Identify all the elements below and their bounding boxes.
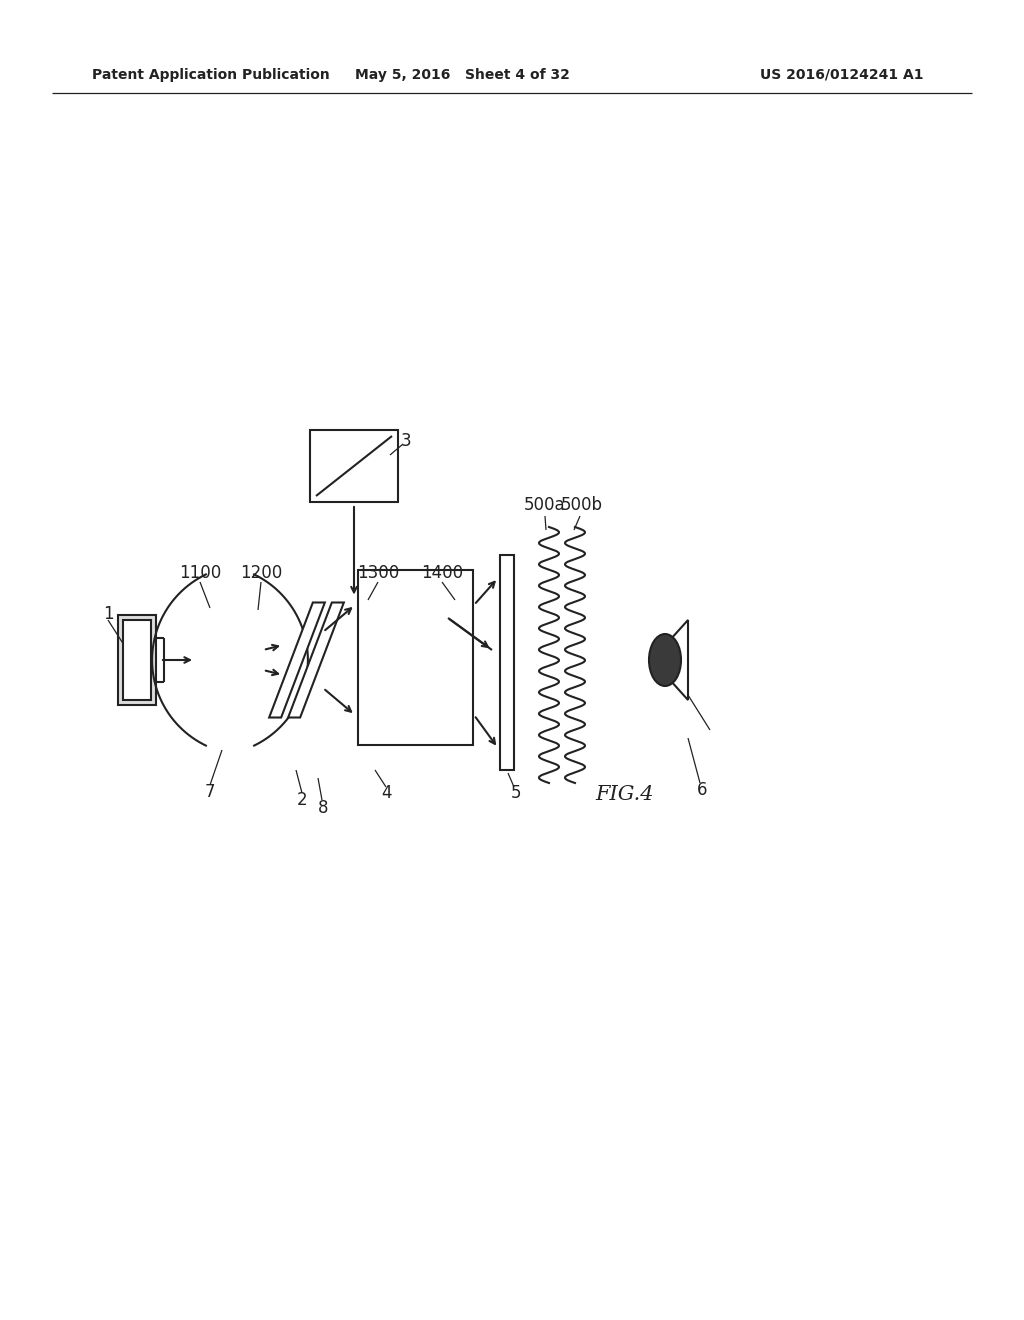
Text: 500a: 500a (524, 496, 566, 513)
Text: 500b: 500b (561, 496, 603, 513)
Polygon shape (153, 574, 308, 746)
Text: 5: 5 (511, 784, 521, 803)
Ellipse shape (649, 634, 681, 686)
Text: US 2016/0124241 A1: US 2016/0124241 A1 (760, 69, 924, 82)
Text: 7: 7 (205, 783, 215, 801)
Bar (358, 570, 473, 744)
Polygon shape (269, 602, 325, 718)
Text: 4: 4 (381, 784, 391, 803)
Text: 2: 2 (297, 791, 307, 809)
Text: 1: 1 (102, 605, 114, 623)
Text: 6: 6 (696, 781, 708, 799)
Text: FIG.4: FIG.4 (596, 785, 654, 804)
Polygon shape (652, 620, 688, 700)
Text: 3: 3 (400, 432, 412, 450)
Bar (123, 620, 151, 700)
Polygon shape (288, 602, 344, 718)
Bar (118, 615, 156, 705)
Bar (500, 554, 514, 770)
Text: 1400: 1400 (421, 564, 463, 582)
Text: 1200: 1200 (240, 564, 283, 582)
Text: 1300: 1300 (357, 564, 399, 582)
Text: 8: 8 (317, 799, 329, 817)
Text: Patent Application Publication: Patent Application Publication (92, 69, 330, 82)
Text: 1100: 1100 (179, 564, 221, 582)
Bar (310, 430, 398, 502)
Text: May 5, 2016   Sheet 4 of 32: May 5, 2016 Sheet 4 of 32 (354, 69, 569, 82)
